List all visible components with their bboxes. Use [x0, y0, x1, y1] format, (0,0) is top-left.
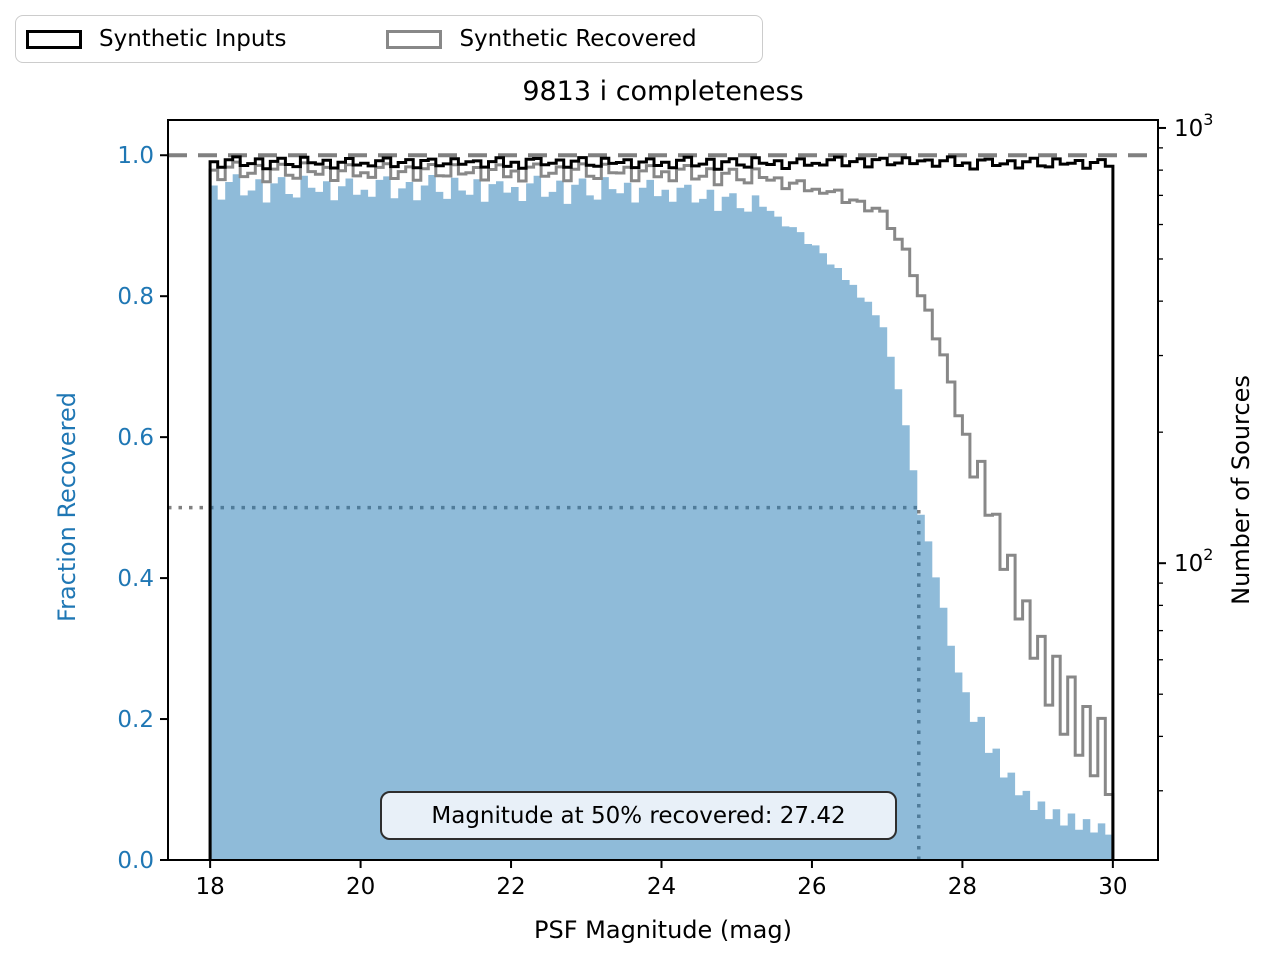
y-left-tick-label: 0.4 — [117, 566, 154, 592]
y-left-tick-label: 1.0 — [117, 143, 154, 169]
y-left-tick-label: 0.2 — [117, 707, 154, 733]
synthetic-inputs-swatch-icon — [26, 29, 82, 49]
synthetic-inputs-step-line — [208, 155, 1115, 860]
fraction-recovered-histogram — [210, 174, 1113, 861]
magnitude-50pct-annotation: Magnitude at 50% recovered: 27.42 — [380, 791, 897, 840]
y-left-tick-label: 0.8 — [117, 284, 154, 310]
y-left-tick-label: 0.6 — [117, 425, 154, 451]
y-left-tick-label: 0.0 — [117, 848, 154, 874]
y-axis-label-left: Fraction Recovered — [53, 392, 81, 622]
legend: Synthetic Inputs Synthetic Recovered — [15, 15, 763, 63]
legend-label: Synthetic Inputs — [99, 25, 287, 52]
legend-item-synthetic-recovered: Synthetic Recovered — [386, 25, 697, 52]
x-tick-label: 18 — [195, 874, 224, 900]
legend-label: Synthetic Recovered — [459, 25, 697, 52]
x-tick-label: 20 — [346, 874, 375, 900]
y-right-tick-label: 103 — [1174, 110, 1213, 142]
plot-title: 9813 i completeness — [522, 76, 803, 107]
x-tick-label: 26 — [797, 874, 826, 900]
synthetic-recovered-swatch-icon — [386, 29, 443, 49]
synthetic-recovered-step-line — [208, 160, 1115, 860]
x-tick-label: 28 — [948, 874, 977, 900]
y-axis-label-right: Number of Sources — [1227, 375, 1255, 605]
legend-item-synthetic-inputs: Synthetic Inputs — [26, 25, 287, 52]
x-tick-label: 24 — [647, 874, 676, 900]
y-right-tick-label: 102 — [1174, 545, 1213, 577]
x-axis-label: PSF Magnitude (mag) — [534, 916, 792, 944]
x-tick-label: 30 — [1098, 874, 1127, 900]
x-tick-label: 22 — [496, 874, 525, 900]
axes-frame — [167, 119, 1159, 861]
